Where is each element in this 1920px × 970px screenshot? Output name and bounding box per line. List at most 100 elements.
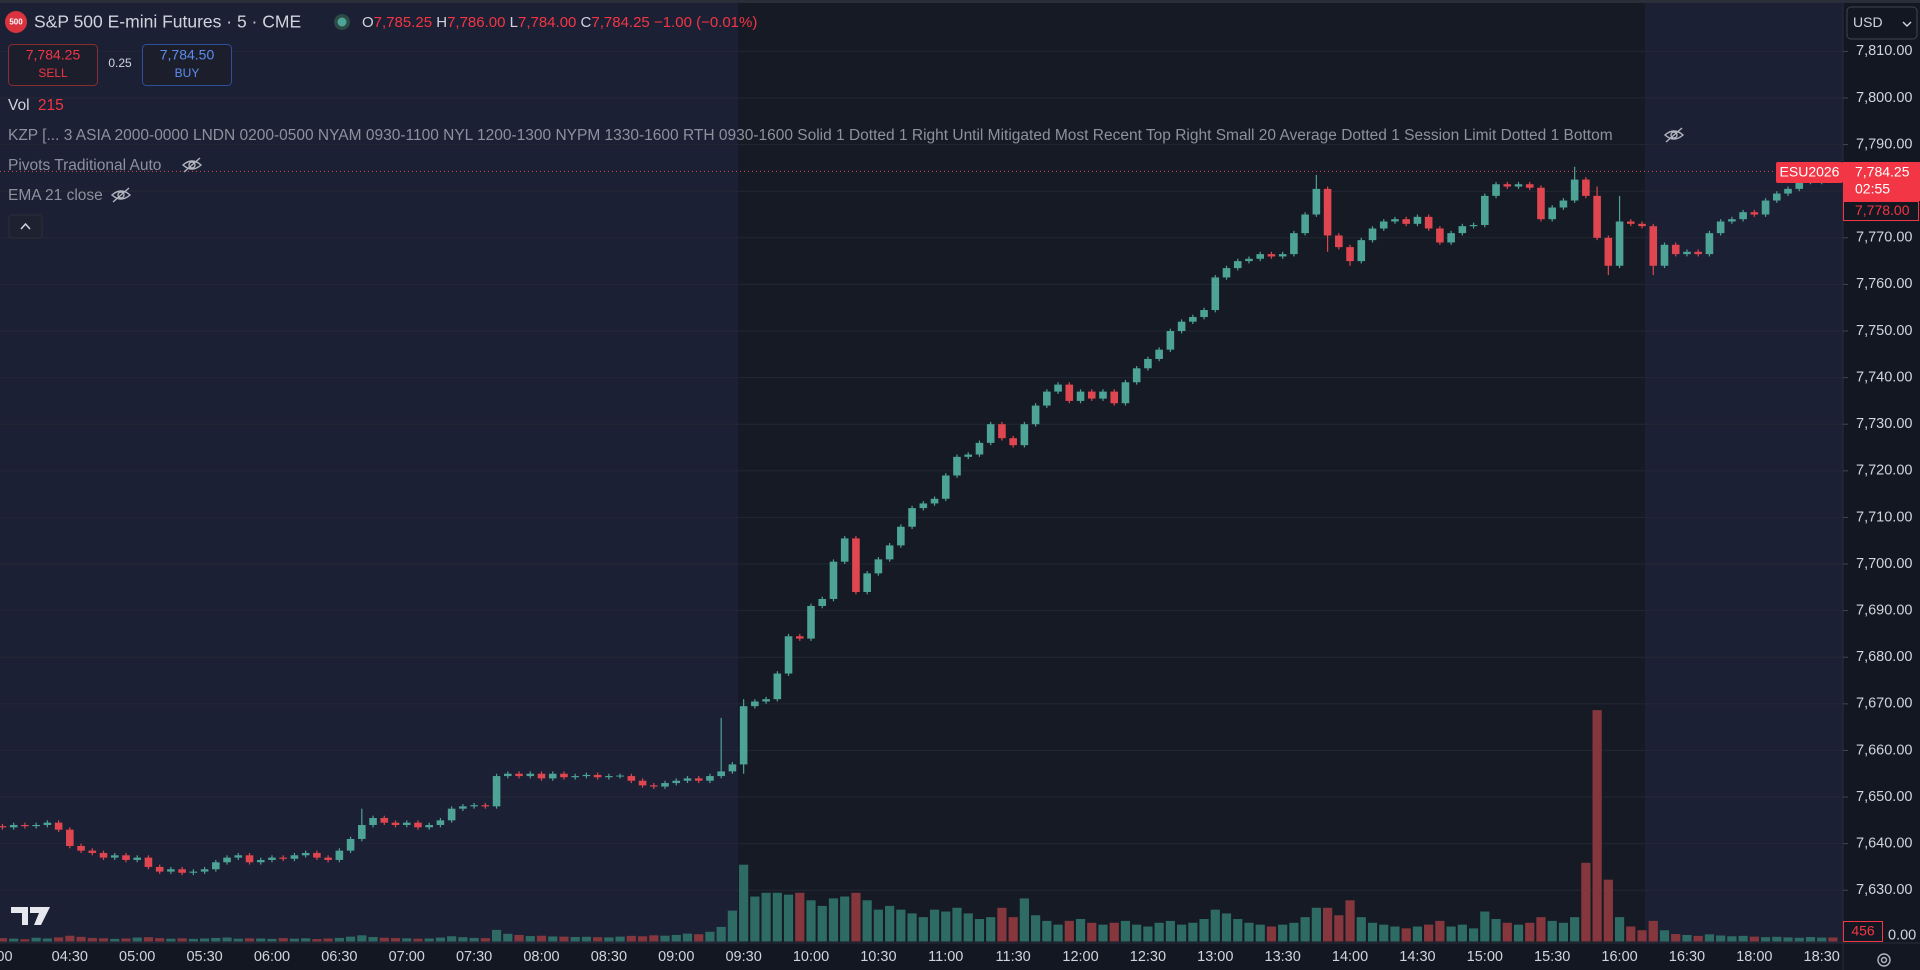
- volume-bar: [581, 936, 592, 942]
- collapse-button[interactable]: [8, 214, 43, 239]
- volume-bar: [1716, 935, 1726, 942]
- candle-body: [1514, 184, 1523, 187]
- candle-body: [1537, 187, 1545, 220]
- candle-body: [1683, 251, 1691, 255]
- candle-body: [0, 826, 7, 828]
- x-tick-label: 11:00: [928, 949, 963, 965]
- candle-body: [1424, 216, 1433, 229]
- volume-bar: [1626, 926, 1636, 942]
- candle-body: [1121, 382, 1130, 404]
- x-tick-label: 09:00: [658, 949, 694, 965]
- candle-body: [1290, 233, 1298, 255]
- volume-bar: [761, 892, 771, 942]
- volume-bar: [604, 937, 614, 942]
- volume-bar: [1019, 898, 1029, 942]
- candle-body: [155, 866, 164, 872]
- candle-body: [1278, 254, 1287, 257]
- x-tick-label: 09:30: [725, 949, 761, 965]
- candle-body: [1728, 219, 1736, 222]
- y-tick-label: 7,670.00: [1856, 696, 1912, 712]
- candle-body: [313, 852, 321, 858]
- volume-bar: [1233, 919, 1243, 942]
- eye-off-icon[interactable]: [181, 157, 203, 173]
- volume-bar: [750, 896, 760, 942]
- volume-bar: [1210, 909, 1220, 942]
- volume-bar: [278, 938, 288, 942]
- y-tick-label: 7,770.00: [1856, 230, 1912, 246]
- volume-bar: [424, 938, 434, 942]
- tv-logo[interactable]: [11, 907, 50, 925]
- x-tick-label: 06:30: [321, 949, 357, 965]
- sell-button[interactable]: [8, 44, 98, 86]
- volume-bar: [1659, 930, 1670, 942]
- volume-bar: [671, 934, 681, 942]
- candle-body: [1750, 212, 1759, 215]
- volume-bar: [1412, 926, 1423, 942]
- eye-off-icon[interactable]: [110, 187, 132, 203]
- volume-bar: [110, 938, 120, 942]
- postmarket-session: [1645, 3, 1843, 943]
- candle-body: [1503, 184, 1512, 187]
- volume-bar: [312, 939, 322, 942]
- candle-body: [627, 776, 636, 781]
- x-tick-label: 07:30: [456, 949, 492, 965]
- candle-body: [941, 475, 950, 499]
- volume-bar: [851, 892, 861, 942]
- candle-body: [9, 824, 18, 828]
- volume-bar: [974, 919, 985, 942]
- volume-bar: [997, 907, 1007, 942]
- x-tick-label: 10:00: [793, 949, 829, 965]
- candle-body: [1346, 247, 1354, 262]
- volume-bar: [199, 938, 210, 942]
- ohlc-values: O7,785.25 H7,786.00 L7,784.00 C7,784.25 …: [362, 14, 757, 31]
- candle-body: [953, 456, 961, 476]
- volume-bar: [795, 892, 805, 942]
- volume-bar: [1334, 915, 1344, 942]
- settings-icon[interactable]: [1877, 953, 1891, 967]
- candle-body: [762, 699, 770, 702]
- volume-bar: [65, 935, 75, 942]
- candle-body: [560, 773, 568, 778]
- candle-body: [1761, 200, 1770, 215]
- volume-bar: [98, 938, 109, 942]
- candle-body: [358, 824, 366, 839]
- symbol-tag: [1776, 162, 1843, 183]
- candle-body: [43, 822, 52, 825]
- volume-bar: [1547, 920, 1557, 942]
- volume-bar: [1603, 879, 1613, 942]
- volume-bar: [1278, 924, 1288, 942]
- ohlc-value: 7,785.25: [374, 14, 432, 31]
- volume-bar: [413, 938, 423, 942]
- volume-label-box: [1843, 921, 1883, 942]
- ohlc-key: L: [510, 14, 518, 31]
- volume-bar: [682, 933, 693, 942]
- volume-bar: [1154, 922, 1164, 942]
- volume-bar: [918, 917, 928, 942]
- volume-bar: [1738, 935, 1748, 942]
- candle-body: [526, 773, 535, 777]
- indicator-pivots[interactable]: Pivots Traditional Auto: [8, 157, 161, 174]
- volume-bar: [211, 937, 221, 942]
- volume-bar: [694, 934, 704, 942]
- ohlc-value: 7,786.00: [447, 14, 505, 31]
- volume-bar: [143, 937, 154, 942]
- candle-body: [402, 822, 411, 825]
- candle-body: [582, 774, 591, 777]
- candle-body: [649, 785, 658, 787]
- currency-button[interactable]: [1846, 6, 1918, 40]
- candle-body: [964, 454, 973, 457]
- buy-button[interactable]: [142, 44, 232, 86]
- indicator-kzp[interactable]: KZP [... 3 ASIA 2000-0000 LNDN 0200-0500…: [8, 127, 1613, 144]
- candle-body: [414, 822, 422, 828]
- eye-off-icon[interactable]: [1663, 127, 1685, 143]
- candle-body: [616, 775, 624, 777]
- indicator-volume[interactable]: Vol 215: [8, 97, 64, 114]
- indicator-ema[interactable]: EMA 21 close: [8, 187, 103, 204]
- volume-bar: [1671, 934, 1681, 942]
- symbol-title[interactable]: S&P 500 E-mini Futures · 5 · CME: [34, 12, 301, 32]
- buy-label: BUY: [175, 66, 200, 80]
- candle-body: [380, 818, 389, 823]
- volume-bar: [1760, 937, 1771, 942]
- candle-body: [1233, 261, 1242, 269]
- candle-body: [1660, 244, 1669, 266]
